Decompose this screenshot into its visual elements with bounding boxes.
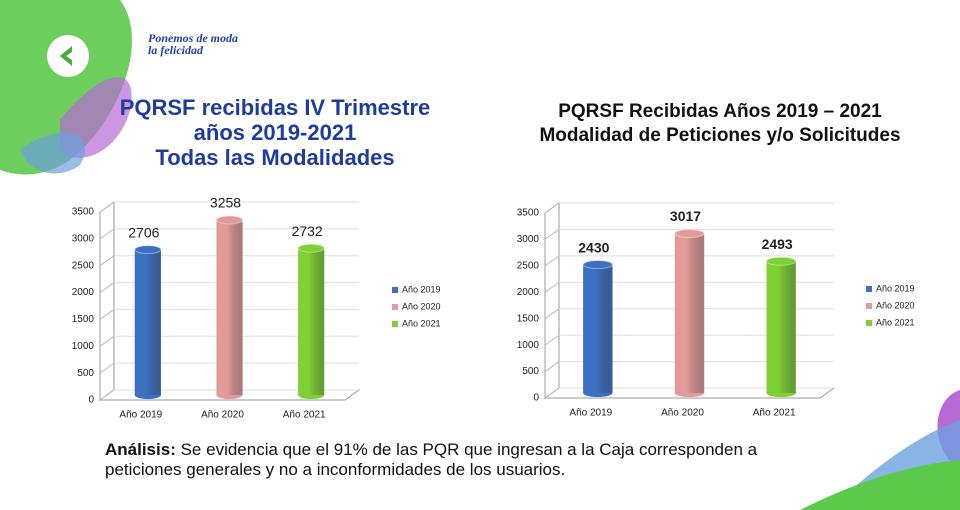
chart-subtitle: Modalidad de Peticiones y/o Solicitudes	[539, 125, 901, 146]
grid-line	[544, 361, 560, 372]
bar-shade	[134, 249, 161, 395]
grid-line	[544, 255, 560, 267]
data-label: 3258	[210, 195, 241, 211]
grid-line	[544, 281, 560, 293]
grid-line	[99, 309, 115, 320]
data-label: 3017	[670, 208, 701, 224]
y-tick-label: 3000	[72, 233, 95, 244]
y-tick-label: 2000	[517, 287, 540, 298]
y-tick-label: 1000	[72, 341, 95, 352]
legend-label: Año 2020	[402, 301, 441, 311]
grid-line	[99, 362, 115, 374]
x-tick-label: Año 2019	[569, 408, 612, 419]
legend-label: Año 2021	[402, 318, 441, 328]
blob	[800, 460, 960, 510]
logo-text: Ponemos de moda la felicidad	[148, 31, 238, 57]
analysis: Análisis: Se evidencia que el 91% de las…	[105, 440, 825, 480]
data-label: 2493	[762, 236, 793, 252]
grid-line	[544, 202, 560, 214]
bar-top	[297, 243, 325, 253]
grid-line	[99, 389, 115, 401]
grid-line	[99, 282, 115, 293]
legend-swatch	[392, 321, 398, 327]
blob	[0, 0, 132, 175]
data-label: 2430	[578, 239, 609, 255]
y-tick-label: 1000	[517, 340, 540, 351]
y-tick-label: 2500	[72, 260, 95, 271]
grid-line	[99, 335, 115, 347]
y-tick-label: 0	[533, 393, 539, 404]
legend-swatch	[866, 286, 872, 292]
chart-title-block: PQRSF recibidas IV Trimestre años 2019-2…	[110, 95, 440, 170]
analysis-text: Se evidencia que el 91% de las PQR que i…	[105, 440, 758, 479]
x-tick-label: Año 2019	[119, 410, 162, 421]
grid-line	[544, 387, 560, 399]
legend-swatch	[392, 304, 398, 310]
back-wall	[544, 202, 560, 399]
x-tick-label: Año 2020	[661, 408, 704, 419]
y-tick-label: 2500	[517, 260, 540, 271]
analysis-label: Análisis:	[105, 440, 176, 459]
bar-shade	[766, 261, 796, 393]
bar-top	[674, 229, 705, 239]
bar-top	[582, 260, 613, 270]
bar-top	[134, 245, 162, 255]
bar-shade	[298, 248, 325, 395]
y-tick-label: 500	[77, 368, 94, 379]
legend-swatch	[866, 303, 872, 309]
y-tick-label: 3000	[517, 234, 540, 245]
legend-label: Año 2020	[876, 300, 915, 310]
back-wall	[99, 201, 115, 401]
y-tick-label: 3500	[517, 208, 540, 219]
bar-shade	[674, 233, 705, 393]
data-label: 2732	[292, 223, 323, 239]
bar-top	[215, 215, 244, 225]
data-label: 2706	[128, 224, 159, 240]
chart-title: PQRSF recibidas IV Trimestre años 2019-2…	[119, 95, 431, 145]
x-tick-label: Año 2021	[283, 410, 326, 421]
legend-label: Año 2019	[402, 284, 441, 294]
x-tick-label: Año 2021	[753, 408, 796, 419]
logo-icon	[60, 46, 72, 66]
blob	[20, 132, 86, 174]
grid-line	[544, 229, 560, 240]
y-tick-label: 2000	[72, 287, 95, 298]
legend-swatch	[866, 320, 872, 326]
grid-line	[99, 255, 115, 267]
grid-line	[99, 201, 115, 213]
chart-title-block: PQRSF Recibidas Años 2019 – 2021 Modalid…	[520, 100, 920, 148]
grid-line	[99, 228, 115, 240]
grid-line	[544, 334, 560, 346]
legend-swatch	[392, 287, 398, 293]
y-tick-label: 1500	[72, 314, 95, 325]
y-tick-label: 3500	[72, 207, 95, 218]
chart-subtitle: Todas las Modalidades	[155, 145, 395, 170]
legend-label: Año 2021	[876, 317, 915, 327]
legend-label: Año 2019	[876, 283, 915, 293]
y-tick-label: 1500	[517, 313, 540, 324]
bar-top	[766, 256, 797, 266]
chart-title: PQRSF Recibidas Años 2019 – 2021	[558, 101, 882, 122]
y-tick-label: 0	[88, 395, 94, 406]
bar-shade	[583, 264, 613, 393]
logo-icon	[47, 35, 89, 77]
bar-shade	[216, 219, 243, 395]
x-tick-label: Año 2020	[201, 410, 244, 421]
y-tick-label: 500	[522, 366, 539, 377]
grid-line	[544, 308, 560, 320]
